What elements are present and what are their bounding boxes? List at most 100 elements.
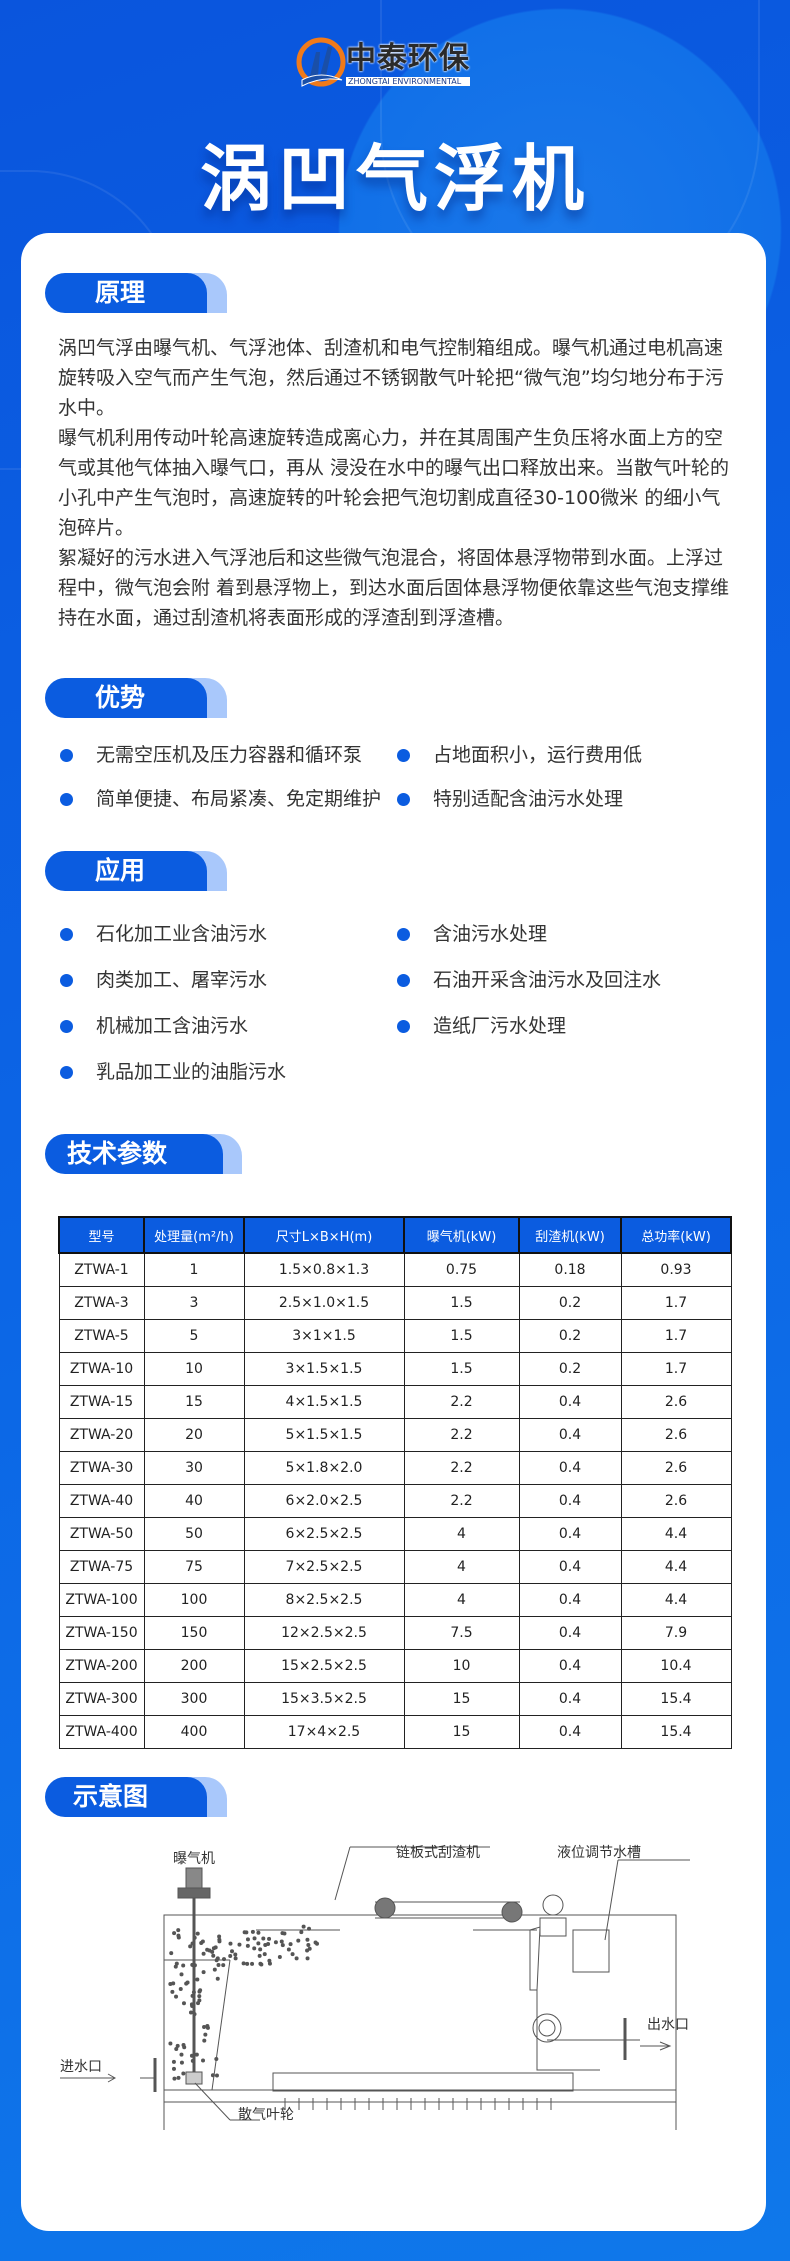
bubble (201, 1951, 206, 1956)
bubble (191, 1990, 196, 1995)
bubble (201, 2058, 206, 2063)
table-cell: 0.4 (518, 1549, 622, 1584)
bubble (277, 1955, 282, 1960)
table-cell: ZTWA-30 (58, 1450, 145, 1485)
table-cell: 15 (143, 1384, 245, 1419)
bubble (252, 1936, 257, 1941)
table-cell: 7×2.5×2.5 (243, 1549, 405, 1584)
table-cell: 100 (143, 1582, 245, 1617)
bubble (174, 2046, 179, 2051)
table-cell: ZTWA-15 (58, 1384, 145, 1419)
label-level-tank: 液位调节水槽 (557, 1845, 641, 1861)
specs-table: 型号 处理量(m²/h) 尺寸L×B×H(m) 曝气机(kW) 刮渣机(kW) … (58, 1216, 732, 1749)
table-row: ZTWA-30 30 5×1.8×2.0 2.2 0.4 2.6 (58, 1450, 732, 1485)
bubble (259, 1962, 264, 1967)
bubble (279, 1939, 284, 1944)
bubble (214, 2073, 219, 2078)
bubble (192, 2012, 197, 2017)
bubble (257, 1953, 262, 1958)
bubble (201, 1970, 206, 1975)
table-cell: ZTWA-200 (58, 1648, 145, 1683)
bubble (181, 2001, 186, 2006)
label-scraper: 链板式刮渣机 (396, 1845, 480, 1861)
table-cell: 1.7 (620, 1351, 732, 1386)
bubbles (168, 1924, 320, 2081)
advantage-item: 特别适配含油污水处理 (395, 787, 623, 811)
table-cell: 2.6 (620, 1483, 732, 1518)
bubble (171, 2066, 176, 2071)
table-row: ZTWA-50 50 6×2.5×2.5 4 0.4 4.4 (58, 1516, 732, 1551)
bubble (190, 1941, 195, 1946)
table-cell: 3×1×1.5 (243, 1318, 405, 1353)
bubble (212, 1967, 217, 1972)
principle-text: 涡凹气浮由曝气机、气浮池体、刮渣机和电气控制箱组成。曝气机通过电机高速旋转吸入空… (58, 333, 738, 633)
table-cell: 1.5×0.8×1.3 (243, 1252, 405, 1287)
table-cell: 0.4 (518, 1681, 622, 1716)
section-tag-advantages: 优势 (45, 678, 230, 718)
bubble (176, 1933, 181, 1938)
table-cell: 0.4 (518, 1417, 622, 1452)
bubble (188, 1944, 193, 1949)
table-cell: 2.2 (403, 1483, 520, 1518)
table-row: ZTWA-100 100 8×2.5×2.5 4 0.4 4.4 (58, 1582, 732, 1617)
principle-paragraph: 曝气机利用传动叶轮高速旋转造成离心力，并在其周围产生负压将水面上方的空气或其他气… (58, 427, 730, 539)
bubble (301, 1924, 306, 1929)
bubble (263, 1943, 268, 1948)
table-cell: 15 (403, 1681, 520, 1716)
bubble (175, 2043, 180, 2048)
table-cell: ZTWA-20 (58, 1417, 145, 1452)
table-cell: ZTWA-150 (58, 1615, 145, 1650)
table-cell: 30 (143, 1450, 245, 1485)
bubble (286, 1947, 291, 1952)
bubble (282, 1931, 287, 1936)
bubble (215, 1976, 220, 1981)
bubble (199, 1940, 204, 1945)
bubble (197, 1998, 202, 2003)
table-cell: 2.5×1.0×1.5 (243, 1285, 405, 1320)
section-tag-applications: 应用 (45, 851, 230, 891)
bubble (217, 1939, 222, 1944)
sprocket (501, 1901, 523, 1923)
table-cell: 6×2.0×2.5 (243, 1483, 405, 1518)
table-row: ZTWA-15 15 4×1.5×1.5 2.2 0.4 2.6 (58, 1384, 732, 1419)
bubble (267, 1936, 272, 1941)
bubble (181, 2042, 186, 2047)
bubble (181, 2071, 186, 2076)
table-row: ZTWA-3 3 2.5×1.0×1.5 1.5 0.2 1.7 (58, 1285, 732, 1320)
bubble (237, 1942, 242, 1947)
bubble (174, 1961, 179, 1966)
table-cell: 150 (143, 1615, 245, 1650)
table-cell: 0.4 (518, 1615, 622, 1650)
bubble (258, 1947, 263, 1952)
bubble (307, 1926, 312, 1931)
table-cell: 8×2.5×2.5 (243, 1582, 405, 1617)
table-cell: 0.18 (518, 1252, 622, 1287)
table-cell: 0.75 (403, 1252, 520, 1287)
bubble (228, 1953, 233, 1958)
bubble (214, 2057, 219, 2062)
section-label: 技术参数 (45, 1134, 223, 1174)
table-cell: 0.4 (518, 1516, 622, 1551)
bubble (172, 1931, 177, 1936)
section-label: 示意图 (45, 1777, 207, 1817)
table-cell: ZTWA-1 (58, 1252, 145, 1287)
table-row: ZTWA-1 1 1.5×0.8×1.3 0.75 0.18 0.93 (58, 1252, 732, 1287)
table-cell: ZTWA-40 (58, 1483, 145, 1518)
table-cell: 1.7 (620, 1318, 732, 1353)
table-cell: 4.4 (620, 1516, 732, 1551)
col-capacity: 处理量(m²/h) (143, 1216, 245, 1254)
table-cell: 0.2 (518, 1351, 622, 1386)
bubble (202, 2038, 207, 2043)
bubble (228, 1941, 233, 1946)
application-item: 肉类加工、屠宰污水 (58, 968, 267, 992)
principle-paragraph: 涡凹气浮由曝气机、气浮池体、刮渣机和电气控制箱组成。曝气机通过电机高速旋转吸入空… (58, 337, 724, 419)
table-cell: 7.9 (620, 1615, 732, 1650)
table-cell: 4.4 (620, 1549, 732, 1584)
bubble (198, 1988, 203, 1993)
table-cell: 0.4 (518, 1714, 622, 1749)
table-cell: 15×2.5×2.5 (243, 1648, 405, 1683)
table-cell: ZTWA-50 (58, 1516, 145, 1551)
bubble (245, 1943, 250, 1948)
bubble (261, 1936, 266, 1941)
bubble (172, 2076, 177, 2081)
